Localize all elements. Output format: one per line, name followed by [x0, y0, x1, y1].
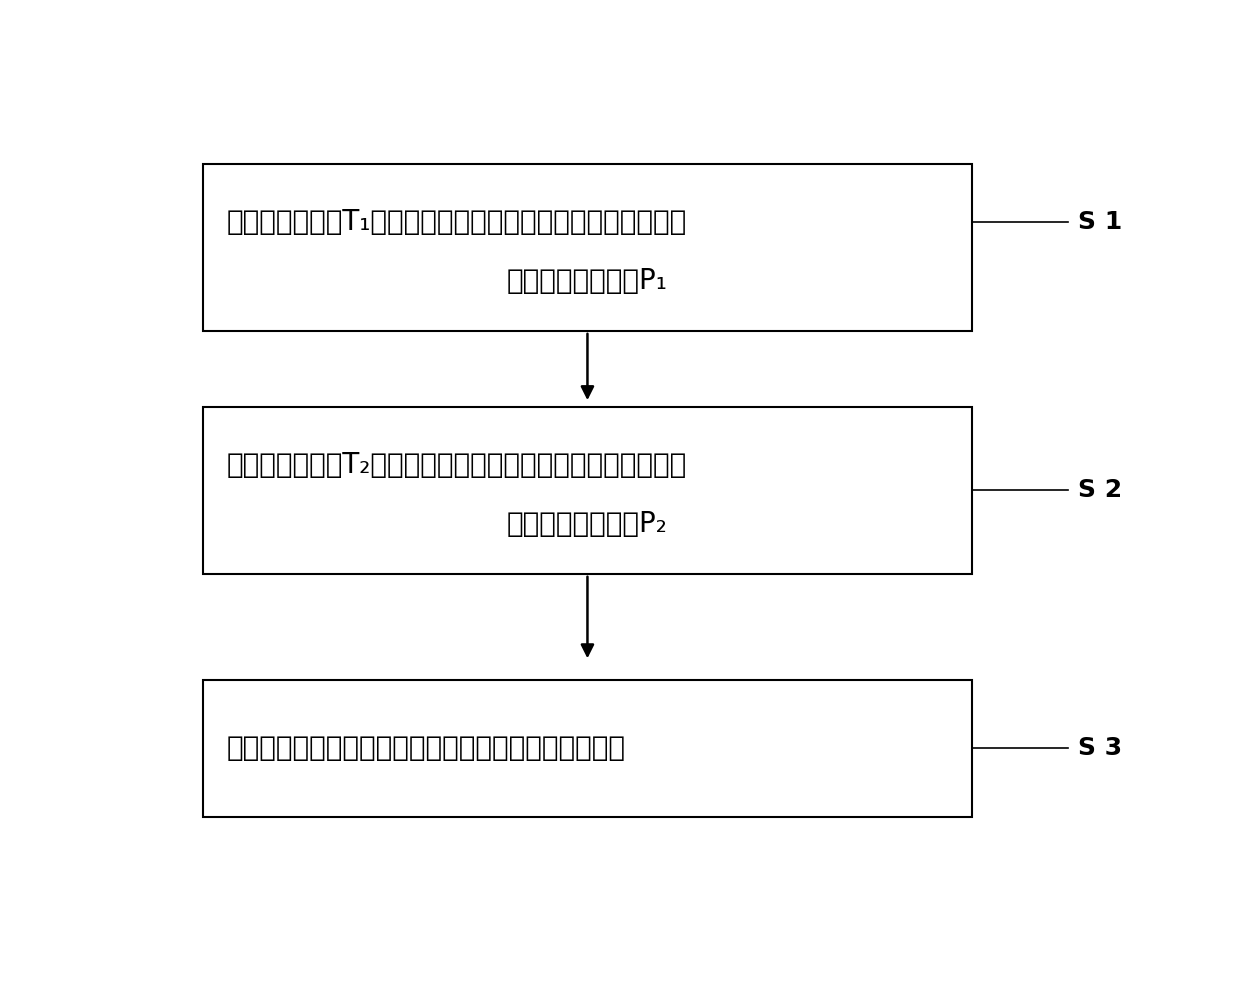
Bar [203, 680, 972, 816]
Text: S 3: S 3 [1078, 737, 1122, 760]
Text: 在设定第一温度T₁下，向所述包壳管注入第一介质，并记录包: 在设定第一温度T₁下，向所述包壳管注入第一介质，并记录包 [227, 208, 687, 237]
Text: 获取包壳管的周向应力，并评估所述包壳管的承压能力: 获取包壳管的周向应力，并评估所述包壳管的承压能力 [227, 735, 626, 762]
Bar [203, 164, 972, 331]
Text: S 1: S 1 [1078, 210, 1122, 235]
Text: 在设定第二温度T₂下，向所述包壳管注入第二介质，并记录包: 在设定第二温度T₂下，向所述包壳管注入第二介质，并记录包 [227, 452, 687, 479]
Text: 壳管爆破时的压力P₂: 壳管爆破时的压力P₂ [507, 510, 668, 537]
Bar [203, 407, 972, 574]
Text: 壳管爆破时的压力P₁: 壳管爆破时的压力P₁ [507, 267, 668, 295]
Text: S 2: S 2 [1078, 478, 1122, 502]
